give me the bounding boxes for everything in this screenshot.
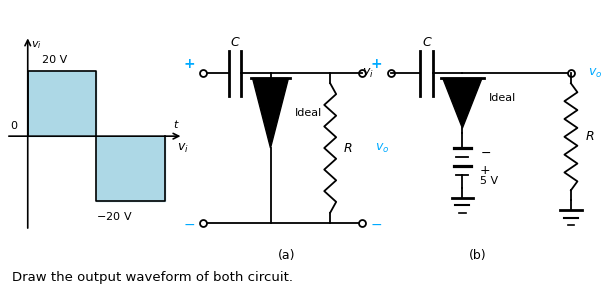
Polygon shape [443,78,482,128]
Text: $v_i$: $v_i$ [177,141,189,155]
Text: (a): (a) [277,249,295,262]
Text: $v_i$: $v_i$ [362,67,373,80]
Polygon shape [253,78,288,148]
Text: $-$20 V: $-$20 V [96,210,133,222]
FancyBboxPatch shape [28,71,96,136]
Text: $v_o$: $v_o$ [375,141,389,155]
Text: C: C [230,36,239,49]
Text: 5 V: 5 V [480,176,498,186]
Text: +: + [480,164,490,177]
Text: +: + [183,57,195,71]
Text: 20 V: 20 V [42,55,68,65]
Text: $t$: $t$ [173,118,180,130]
Text: $v_i$: $v_i$ [31,39,42,51]
Text: Ideal: Ideal [294,108,321,118]
Text: $-$: $-$ [370,217,382,231]
Text: R: R [586,130,595,143]
Text: Draw the output waveform of both circuit.: Draw the output waveform of both circuit… [12,271,293,284]
Text: 0: 0 [10,121,17,131]
Text: C: C [422,36,431,49]
Text: (b): (b) [469,249,487,262]
Text: +: + [370,57,382,71]
Text: $-$: $-$ [480,146,491,159]
Text: $v_o$: $v_o$ [589,67,602,80]
FancyBboxPatch shape [96,136,165,201]
Text: Ideal: Ideal [488,93,516,103]
Text: $-$: $-$ [183,217,195,231]
Text: R: R [344,141,353,155]
